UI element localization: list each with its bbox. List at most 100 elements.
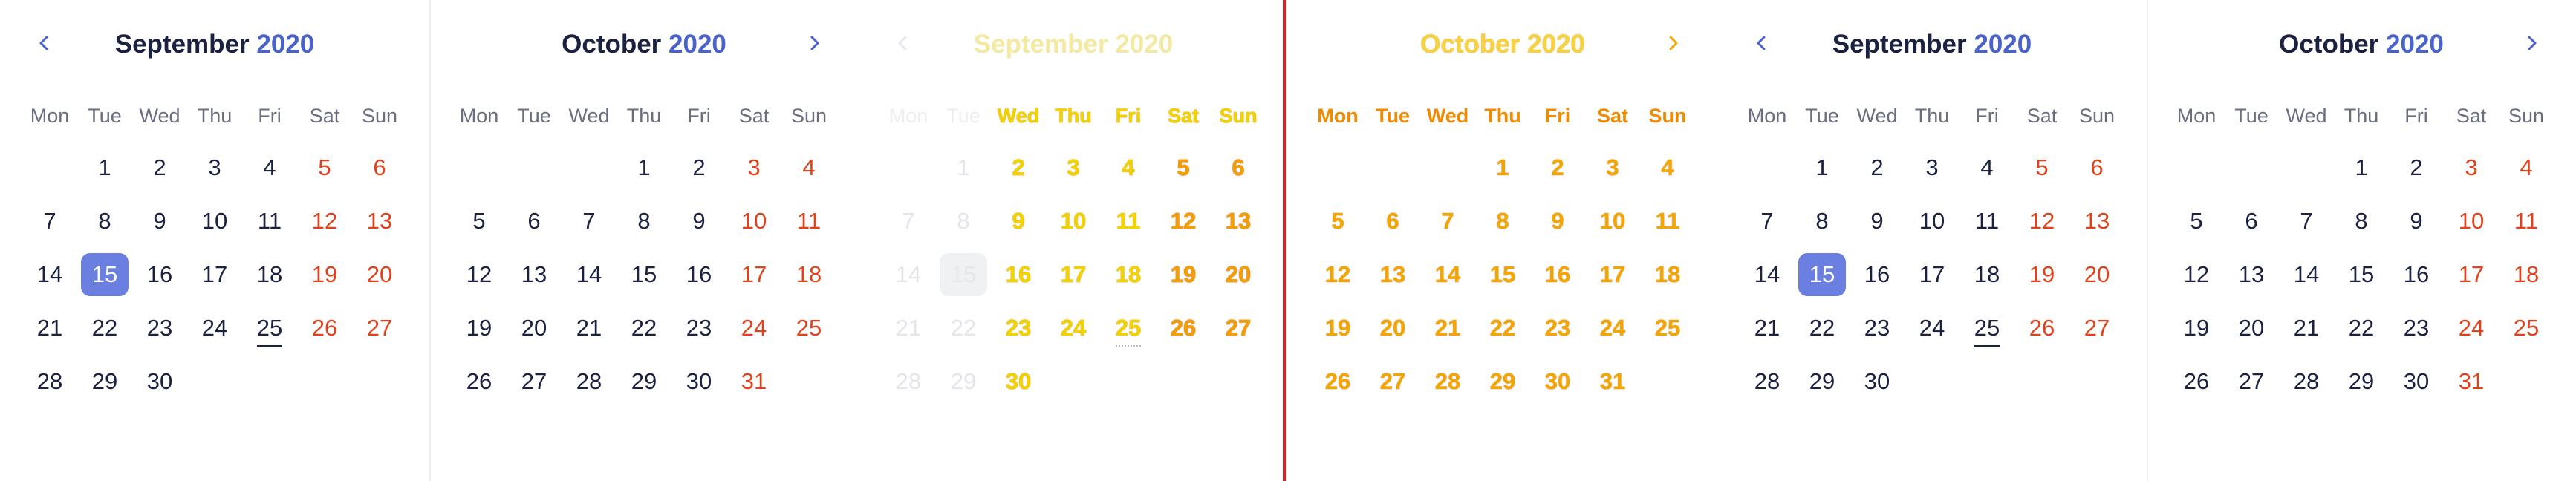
day-cell[interactable]: 29 — [631, 368, 657, 394]
day-cell[interactable]: 17 — [1919, 261, 1945, 287]
day-cell[interactable]: 12 — [311, 208, 338, 234]
day-cell[interactable]: 15 — [1489, 261, 1516, 287]
day-cell[interactable]: 31 — [2458, 368, 2485, 394]
day-cell[interactable]: 14 — [2293, 261, 2320, 287]
day-cell[interactable]: 21 — [895, 315, 922, 341]
day-cell-selected[interactable]: 15 — [940, 253, 987, 296]
day-cell[interactable]: 13 — [2084, 208, 2110, 234]
day-cell[interactable]: 29 — [1809, 368, 1835, 394]
day-cell[interactable]: 7 — [43, 208, 56, 234]
day-cell[interactable]: 27 — [1379, 368, 1406, 394]
day-cell[interactable]: 2 — [1870, 154, 1884, 180]
day-cell[interactable]: 6 — [1386, 208, 1399, 234]
day-cell[interactable]: 18 — [256, 261, 283, 287]
day-cell[interactable]: 10 — [1599, 208, 1626, 234]
day-cell[interactable]: 8 — [1496, 208, 1509, 234]
day-cell[interactable]: 16 — [2403, 261, 2430, 287]
day-cell[interactable]: 19 — [2029, 261, 2055, 287]
day-cell[interactable]: 2 — [1551, 154, 1564, 180]
day-cell[interactable]: 28 — [2293, 368, 2320, 394]
day-cell[interactable]: 9 — [153, 208, 166, 234]
day-cell[interactable]: 8 — [2355, 208, 2368, 234]
day-cell[interactable]: 11 — [1116, 208, 1141, 234]
day-cell[interactable]: 4 — [1122, 154, 1135, 180]
day-cell[interactable]: 6 — [1232, 154, 1245, 180]
day-cell[interactable]: 9 — [1870, 208, 1884, 234]
day-cell[interactable]: 21 — [36, 315, 63, 341]
day-cell[interactable]: 11 — [257, 208, 282, 234]
day-cell[interactable]: 26 — [311, 315, 338, 341]
day-cell[interactable]: 20 — [366, 261, 393, 287]
day-cell[interactable]: 21 — [2293, 315, 2320, 341]
day-cell[interactable]: 12 — [2183, 261, 2210, 287]
day-cell[interactable]: 14 — [36, 261, 63, 287]
day-cell[interactable]: 20 — [521, 315, 547, 341]
day-cell[interactable]: 14 — [1434, 261, 1461, 287]
day-cell-selected[interactable]: 15 — [81, 253, 129, 296]
day-cell[interactable]: 21 — [576, 315, 602, 341]
day-cell[interactable]: 3 — [1067, 154, 1080, 180]
day-cell[interactable]: 1 — [2355, 154, 2368, 180]
day-cell[interactable]: 1 — [1496, 154, 1509, 180]
day-cell[interactable]: 20 — [2238, 315, 2265, 341]
day-cell[interactable]: 6 — [373, 154, 386, 180]
day-cell[interactable]: 19 — [2183, 315, 2210, 341]
prev-month-button[interactable] — [1744, 27, 1780, 62]
day-cell[interactable]: 1 — [957, 154, 970, 180]
day-cell[interactable]: 25 — [2513, 315, 2540, 341]
day-cell[interactable]: 31 — [741, 368, 767, 394]
day-cell[interactable]: 24 — [2458, 315, 2485, 341]
day-cell[interactable]: 23 — [1864, 315, 1890, 341]
day-cell[interactable]: 23 — [2403, 315, 2430, 341]
day-cell[interactable]: 5 — [472, 208, 486, 234]
day-cell[interactable]: 12 — [466, 261, 492, 287]
day-cell[interactable]: 14 — [576, 261, 602, 287]
day-cell[interactable]: 16 — [686, 261, 712, 287]
day-cell[interactable]: 20 — [1379, 315, 1406, 341]
day-cell[interactable]: 8 — [98, 208, 111, 234]
day-cell[interactable]: 14 — [895, 261, 922, 287]
day-cell[interactable]: 18 — [1654, 261, 1681, 287]
day-cell[interactable]: 17 — [201, 261, 228, 287]
day-cell[interactable]: 10 — [1919, 208, 1945, 234]
day-cell[interactable]: 11 — [1974, 208, 2000, 234]
day-cell-today[interactable]: 25 — [242, 307, 297, 350]
day-cell[interactable]: 24 — [201, 315, 228, 341]
day-cell[interactable]: 8 — [637, 208, 651, 234]
day-cell[interactable]: 5 — [318, 154, 331, 180]
day-cell[interactable]: 4 — [263, 154, 276, 180]
day-cell[interactable]: 26 — [466, 368, 492, 394]
day-cell[interactable]: 17 — [741, 261, 767, 287]
day-cell[interactable]: 13 — [2238, 261, 2265, 287]
day-cell[interactable]: 30 — [1864, 368, 1890, 394]
day-cell[interactable]: 1 — [637, 154, 651, 180]
day-cell[interactable]: 2 — [692, 154, 706, 180]
day-cell[interactable]: 9 — [2410, 208, 2423, 234]
day-cell-today[interactable]: 25 — [1959, 307, 2014, 350]
day-cell[interactable]: 13 — [1379, 261, 1406, 287]
day-cell[interactable]: 4 — [1980, 154, 1994, 180]
day-cell[interactable]: 20 — [1225, 261, 1252, 287]
day-cell[interactable]: 21 — [1434, 315, 1461, 341]
day-cell[interactable]: 16 — [1005, 261, 1032, 287]
day-cell[interactable]: 16 — [1544, 261, 1571, 287]
day-cell[interactable]: 6 — [527, 208, 541, 234]
day-cell[interactable]: 13 — [1225, 208, 1252, 234]
day-cell[interactable]: 19 — [1324, 315, 1351, 341]
day-cell[interactable]: 3 — [2465, 154, 2478, 180]
day-cell[interactable]: 5 — [2035, 154, 2049, 180]
day-cell[interactable]: 28 — [1434, 368, 1461, 394]
day-cell[interactable]: 10 — [741, 208, 767, 234]
day-cell[interactable]: 4 — [1661, 154, 1674, 180]
next-month-button[interactable] — [1655, 27, 1691, 62]
day-cell[interactable]: 3 — [208, 154, 221, 180]
day-cell[interactable]: 22 — [1809, 315, 1835, 341]
day-cell[interactable]: 28 — [1754, 368, 1780, 394]
day-cell[interactable]: 14 — [1754, 261, 1780, 287]
day-cell[interactable]: 11 — [2514, 208, 2539, 234]
day-cell[interactable]: 10 — [1060, 208, 1087, 234]
day-cell[interactable]: 18 — [796, 261, 822, 287]
day-cell[interactable]: 12 — [2029, 208, 2055, 234]
day-cell[interactable]: 22 — [91, 315, 118, 341]
day-cell[interactable]: 19 — [466, 315, 492, 341]
